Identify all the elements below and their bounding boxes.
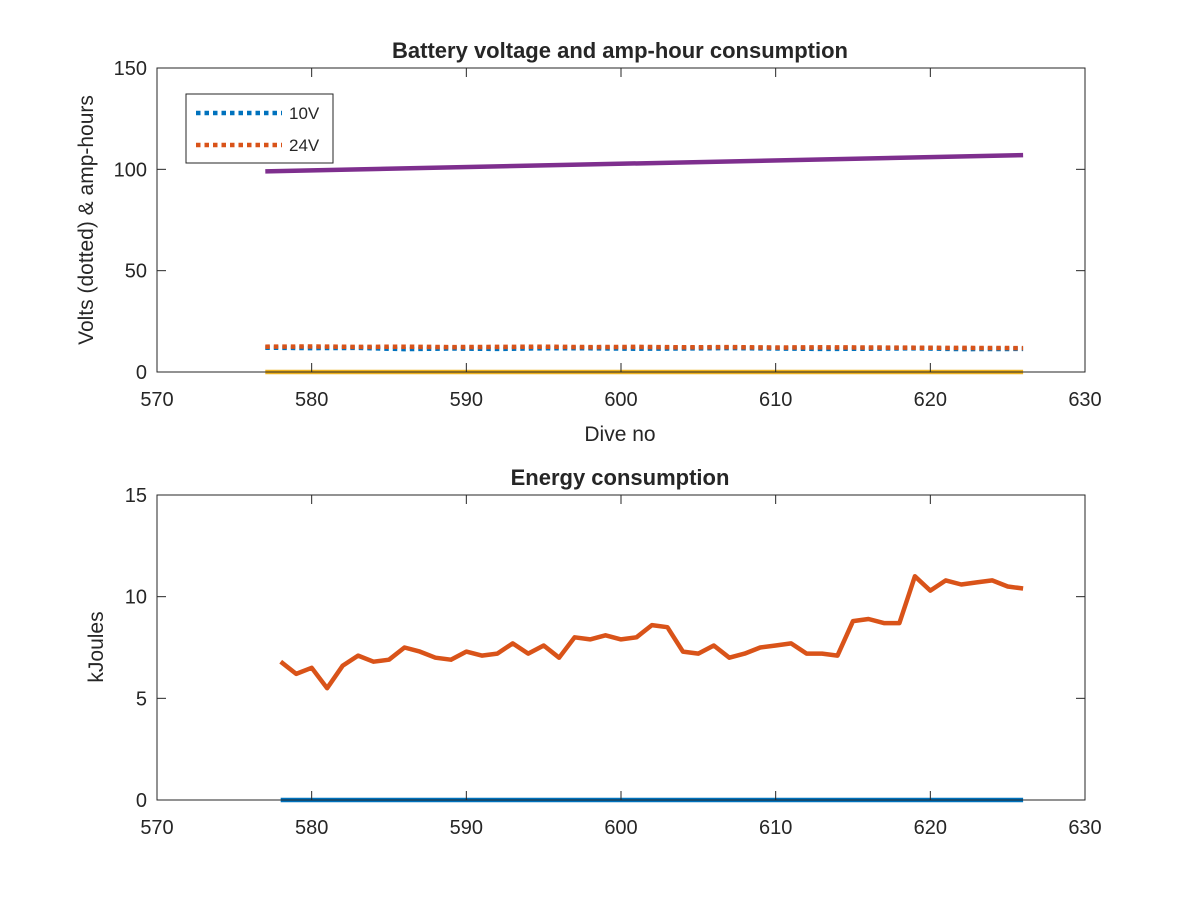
axis-ticks: 570 580 590 600 610 620 630 0 50 100 150 — [114, 58, 1102, 411]
series-line-24v — [265, 344, 1024, 351]
y-tick-label: 100 — [114, 159, 147, 181]
x-axis-label: Dive no — [584, 423, 655, 446]
axis-ticks: 570 580 590 600 610 620 630 0 5 10 15 — [125, 485, 1102, 839]
x-tick-label: 570 — [140, 817, 173, 839]
legend-label-10v: 10V — [289, 104, 320, 123]
x-tick-label: 590 — [450, 389, 483, 411]
y-tick-label: 50 — [125, 261, 147, 283]
voltage-amphour-axes: Battery voltage and amp-hour consumption… — [75, 38, 1102, 446]
x-tick-label: 620 — [914, 817, 947, 839]
y-tick-label: 0 — [136, 362, 147, 384]
y-tick-label: 0 — [136, 790, 147, 812]
energy-axes: Energy consumption kJoules 570 580 590 600 6… — [85, 465, 1102, 839]
x-tick-label: 590 — [450, 817, 483, 839]
y-tick-label: 5 — [136, 688, 147, 710]
x-tick-label: 600 — [604, 817, 637, 839]
x-tick-label: 570 — [140, 389, 173, 411]
plot-area — [279, 574, 1024, 803]
y-tick-label: 150 — [114, 58, 147, 80]
series-line-1 — [279, 574, 1024, 691]
y-tick-label: 15 — [125, 485, 147, 507]
x-tick-label: 600 — [604, 389, 637, 411]
x-tick-label: 610 — [759, 389, 792, 411]
x-tick-label: 630 — [1068, 817, 1101, 839]
y-tick-label: 10 — [125, 587, 147, 609]
x-tick-label: 580 — [295, 389, 328, 411]
axes-frame — [156, 67, 1086, 373]
chart-title: Battery voltage and amp-hour consumption — [392, 38, 848, 63]
plot-area — [265, 152, 1024, 375]
series-line-3 — [265, 152, 1024, 174]
legend-label-24v: 24V — [289, 136, 320, 155]
chart-title: Energy consumption — [511, 465, 730, 490]
legend-box — [185, 93, 334, 164]
legend: 10V 24V — [185, 93, 334, 164]
y-axis-label: kJoules — [85, 611, 108, 682]
axes-frame — [156, 494, 1086, 801]
x-tick-label: 610 — [759, 817, 792, 839]
y-axis-label: Volts (dotted) & amp-hours — [75, 95, 98, 345]
x-tick-label: 580 — [295, 817, 328, 839]
x-tick-label: 630 — [1068, 389, 1101, 411]
x-tick-label: 620 — [914, 389, 947, 411]
